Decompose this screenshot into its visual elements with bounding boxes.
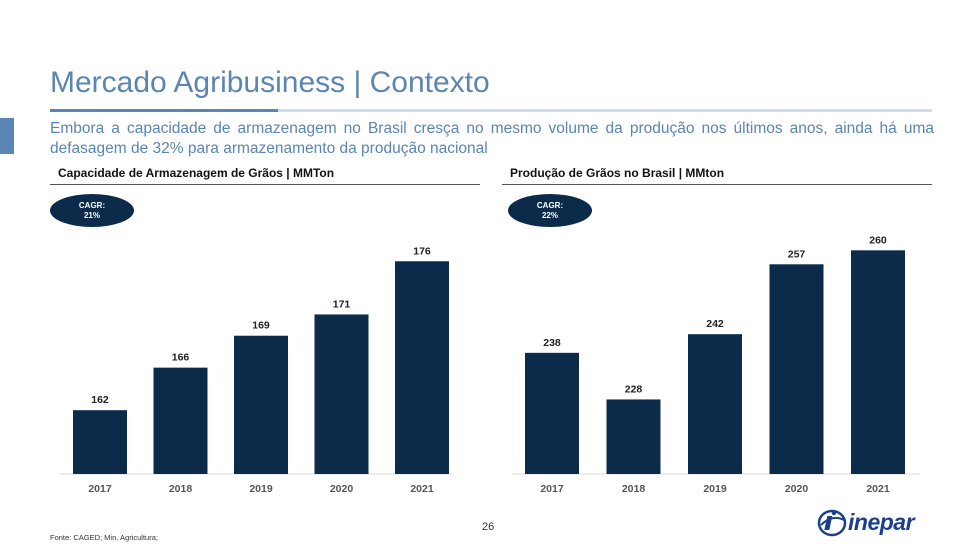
- x-tick-label: 2021: [410, 483, 434, 495]
- x-tick-label: 2020: [330, 483, 354, 495]
- bar-2020: [314, 314, 369, 474]
- bar-2018: [153, 367, 208, 474]
- chart-title: Capacidade de Armazenagem de Grãos | MMT…: [58, 166, 335, 180]
- data-label: 171: [333, 298, 351, 310]
- bar-2020: [769, 264, 824, 474]
- x-tick-label: 2019: [249, 483, 273, 495]
- data-label: 169: [252, 320, 270, 332]
- x-tick-label: 2020: [785, 483, 809, 495]
- page-number: 26: [482, 521, 495, 533]
- bar-2021: [851, 250, 905, 474]
- page-title: Mercado Agribusiness | Contexto: [50, 66, 490, 99]
- chart-title-rule: [502, 184, 932, 185]
- grain-production-chart: Produção de Grãos no Brasil | MMton CAGR…: [502, 166, 932, 496]
- bar-2021: [395, 261, 449, 474]
- inepar-logo-icon: [817, 509, 847, 537]
- data-label: 162: [91, 394, 109, 406]
- x-tick-label: 2018: [169, 483, 193, 495]
- data-label: 228: [625, 383, 643, 395]
- cagr-badge: CAGR: 22%: [508, 194, 592, 227]
- x-tick-label: 2017: [540, 483, 564, 495]
- cagr-label: CAGR:: [536, 200, 564, 210]
- page-subtitle: Embora a capacidade de armazenagem no Br…: [50, 120, 934, 157]
- cagr-label: CAGR:: [78, 200, 106, 210]
- data-label: 260: [869, 234, 887, 246]
- title-underline: [50, 109, 932, 112]
- bar-plot: 238 2017 228 2018 242 2019 257 2020 260 2021: [512, 234, 920, 495]
- logo-wordmark: inepar: [848, 509, 915, 535]
- storage-capacity-chart: Capacidade de Armazenagem de Grãos | MMT…: [50, 166, 480, 496]
- x-tick-label: 2021: [866, 483, 890, 495]
- bar-2018: [606, 399, 661, 474]
- cagr-badge: CAGR: 21%: [50, 194, 134, 227]
- inepar-logo: inepar: [817, 508, 937, 538]
- data-label: 166: [172, 352, 190, 364]
- cagr-value: 22%: [541, 210, 558, 220]
- x-tick-label: 2019: [703, 483, 727, 495]
- bar-2017: [525, 352, 579, 474]
- bar-plot: 162 2017 166 2018 169 2019 171 2020 176 2021: [60, 245, 452, 495]
- left-accent-tab: [0, 118, 14, 154]
- cagr-value: 21%: [83, 210, 100, 220]
- x-tick-label: 2017: [88, 483, 112, 495]
- data-label: 238: [543, 337, 561, 349]
- title-underline-accent: [50, 109, 278, 112]
- chart-title-rule: [50, 184, 480, 185]
- bar-2019: [688, 334, 742, 474]
- data-label: 242: [706, 318, 724, 330]
- data-label: 257: [788, 248, 806, 260]
- source-note: Fonte: CAGED; Min. Agricultura;: [50, 533, 158, 542]
- bar-2019: [234, 335, 288, 474]
- chart-title: Produção de Grãos no Brasil | MMton: [510, 166, 725, 180]
- x-tick-label: 2018: [622, 483, 646, 495]
- bar-2017: [73, 410, 127, 474]
- data-label: 176: [413, 245, 431, 257]
